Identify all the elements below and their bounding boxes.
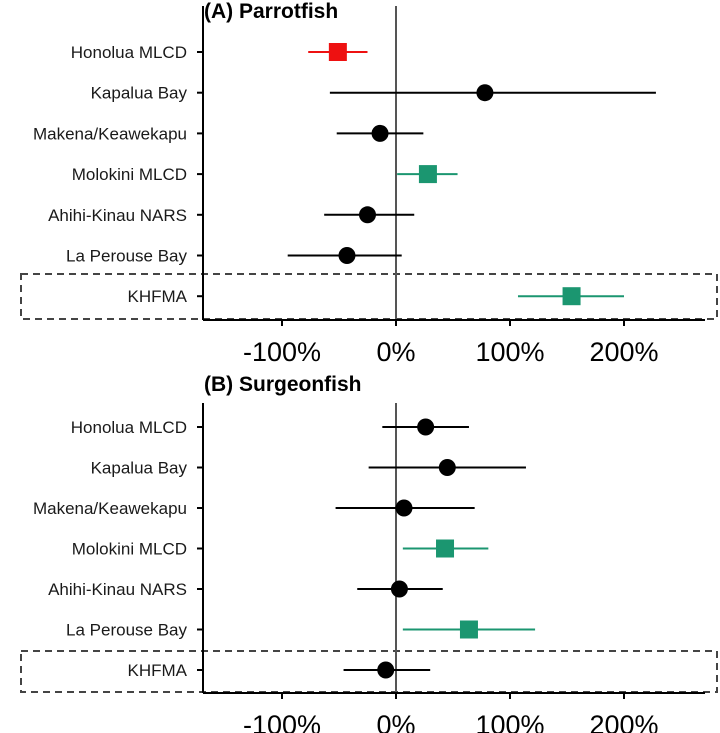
category-label: Kapalua Bay: [91, 84, 188, 103]
x-tick-label: 100%: [475, 710, 544, 733]
category-label: La Perouse Bay: [66, 621, 187, 640]
category-label: Molokini MLCD: [72, 540, 187, 559]
x-tick-label: 200%: [589, 337, 658, 367]
x-tick-label: 0%: [376, 337, 415, 367]
estimate-circle-marker: [395, 499, 413, 517]
panel-surgeonfish: (B) Surgeonfish -100% 0% 100% 200% Honolua M…: [20, 373, 718, 733]
x-tick-label: -100%: [243, 337, 321, 367]
x-tick-label: -100%: [243, 710, 321, 733]
x-tick-label: 200%: [589, 710, 658, 733]
category-label: KHFMA: [128, 287, 188, 306]
category-label: La Perouse Bay: [66, 247, 187, 266]
estimate-circle-marker: [359, 206, 376, 224]
x-tick-label: 0%: [376, 710, 415, 733]
estimate-square-marker: [459, 620, 478, 639]
panel-b-title: (B) Surgeonfish: [204, 373, 362, 396]
estimate-circle-marker: [476, 84, 494, 102]
category-label: Makena/Keawekapu: [33, 499, 187, 518]
category-label: Molokini MLCD: [72, 165, 187, 184]
panel-a-title: (A) Parrotfish: [204, 0, 338, 23]
estimate-circle-marker: [377, 661, 395, 679]
panel-parrotfish: (A) Parrotfish -100% 0% 100% 200% Honolua ML…: [20, 0, 718, 367]
x-tick-label: 100%: [475, 337, 544, 367]
category-label: Honolua MLCD: [71, 43, 187, 62]
estimate-circle-marker: [417, 418, 435, 436]
highlight-box: [20, 273, 718, 320]
category-label: Kapalua Bay: [91, 459, 188, 478]
estimate-square-marker: [436, 539, 455, 558]
estimate-square-marker: [418, 165, 437, 184]
category-label: Ahihi-Kinau NARS: [48, 580, 187, 599]
estimate-circle-marker: [390, 580, 408, 598]
category-label: Makena/Keawekapu: [33, 124, 187, 143]
category-label: Honolua MLCD: [71, 418, 187, 437]
category-label: Ahihi-Kinau NARS: [48, 206, 187, 225]
category-label: KHFMA: [128, 661, 188, 680]
estimate-circle-marker: [371, 124, 389, 142]
estimate-circle-marker: [338, 247, 356, 264]
estimate-circle-marker: [438, 459, 456, 476]
highlight-box: [20, 650, 718, 693]
estimate-square-marker: [562, 287, 581, 306]
estimate-square-marker: [328, 43, 347, 61]
